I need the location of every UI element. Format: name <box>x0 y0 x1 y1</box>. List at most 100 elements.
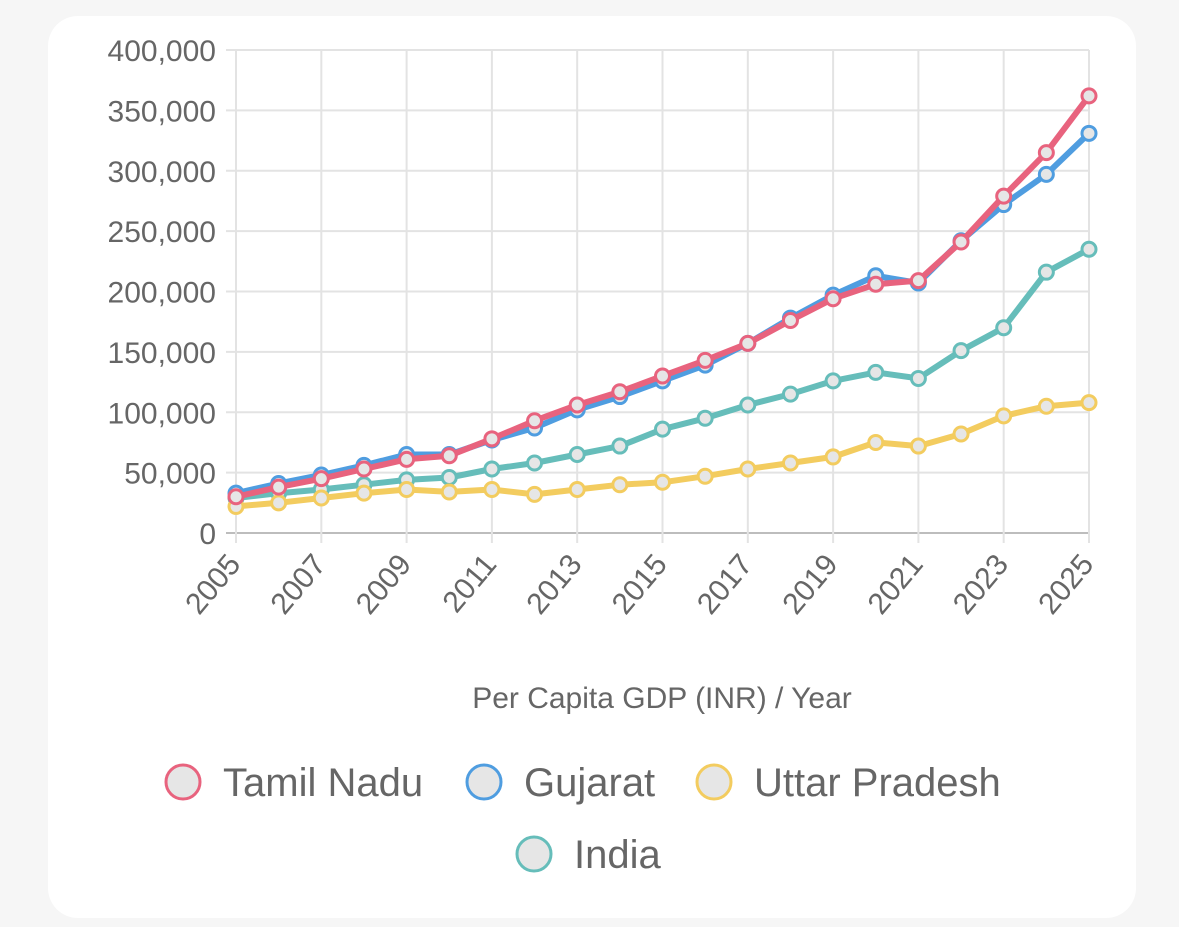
series-uttar-pradesh <box>227 394 1098 515</box>
x-tick-label: 2021 <box>862 548 930 620</box>
data-point[interactable] <box>654 473 671 491</box>
data-point[interactable] <box>1037 165 1055 183</box>
data-point[interactable] <box>781 385 799 403</box>
data-point[interactable] <box>654 420 671 438</box>
data-point[interactable] <box>568 481 586 499</box>
legend-item-india[interactable]: India <box>515 833 661 877</box>
data-point[interactable] <box>568 396 586 414</box>
data-point[interactable] <box>867 275 885 293</box>
x-axis-tick-labels: 2005 2007 2009 2011 2013 2015 2017 2019 2021 2023… <box>179 548 1100 620</box>
y-axis-tick-labels: 0 50,000 100,000 150,000 200,000 250,000 300,0… <box>108 35 216 551</box>
data-point[interactable] <box>611 383 629 401</box>
y-tick-label: 200,000 <box>108 277 216 310</box>
x-tick-label: 2005 <box>179 548 247 620</box>
x-tick-label: 2015 <box>606 548 674 620</box>
x-tick-label: 2013 <box>520 548 588 620</box>
series-lines <box>227 87 1098 515</box>
x-tick-label: 2011 <box>437 548 504 619</box>
x-tick-label: 2019 <box>776 548 844 620</box>
data-point[interactable] <box>952 425 970 443</box>
data-point[interactable] <box>611 437 629 455</box>
y-tick-label: 150,000 <box>108 337 216 370</box>
data-point[interactable] <box>270 478 288 496</box>
data-point[interactable] <box>1080 87 1098 105</box>
x-tick-label: 2007 <box>264 548 332 620</box>
data-point[interactable] <box>355 484 373 502</box>
y-tick-label: 0 <box>199 518 216 551</box>
chart-card: 0 50,000 100,000 150,000 200,000 250,000 300,0… <box>48 16 1136 918</box>
data-point[interactable] <box>696 351 714 369</box>
data-point[interactable] <box>611 476 629 494</box>
data-point[interactable] <box>440 468 458 486</box>
data-point[interactable] <box>995 407 1013 425</box>
data-point[interactable] <box>824 290 842 308</box>
legend-item-uttar-pradesh[interactable]: Uttar Pradesh <box>695 761 1001 805</box>
data-point[interactable] <box>355 460 373 478</box>
data-point[interactable] <box>909 369 927 387</box>
legend-marker-icon <box>695 763 733 801</box>
data-point[interactable] <box>696 467 714 485</box>
data-point[interactable] <box>952 233 970 251</box>
data-point[interactable] <box>696 409 714 427</box>
data-point[interactable] <box>909 437 927 455</box>
data-point[interactable] <box>1037 263 1055 281</box>
data-point[interactable] <box>995 187 1013 205</box>
data-point[interactable] <box>483 481 501 499</box>
y-tick-label: 300,000 <box>108 156 216 189</box>
data-point[interactable] <box>227 488 245 506</box>
data-point[interactable] <box>440 447 458 465</box>
legend-item-gujarat[interactable]: Gujarat <box>465 761 655 805</box>
y-tick-label: 350,000 <box>108 95 216 128</box>
series-tamil-nadu <box>227 87 1098 506</box>
legend: Tamil Nadu Gujarat Uttar Pradesh India <box>164 761 1001 877</box>
data-point[interactable] <box>398 450 416 468</box>
legend-label: Uttar Pradesh <box>754 761 1001 805</box>
data-point[interactable] <box>526 485 544 503</box>
data-point[interactable] <box>867 363 885 381</box>
data-point[interactable] <box>1080 394 1098 412</box>
data-point[interactable] <box>483 460 501 478</box>
data-point[interactable] <box>1080 240 1098 258</box>
data-point[interactable] <box>824 448 842 466</box>
data-point[interactable] <box>824 372 842 390</box>
data-point[interactable] <box>440 483 458 501</box>
data-point[interactable] <box>483 430 501 448</box>
y-tick-label: 250,000 <box>108 216 216 249</box>
legend-label: Tamil Nadu <box>223 761 423 805</box>
legend-marker-icon <box>515 835 553 873</box>
data-point[interactable] <box>270 494 288 512</box>
x-tick-label: 2009 <box>350 548 418 620</box>
data-point[interactable] <box>952 342 970 360</box>
data-point[interactable] <box>739 396 757 414</box>
data-point[interactable] <box>312 470 330 488</box>
data-point[interactable] <box>739 334 757 352</box>
legend-item-tamil-nadu[interactable]: Tamil Nadu <box>164 761 423 805</box>
data-point[interactable] <box>1037 144 1055 162</box>
data-point[interactable] <box>398 481 416 499</box>
data-point[interactable] <box>867 433 885 451</box>
data-point[interactable] <box>781 454 799 472</box>
x-tick-label: 2023 <box>947 548 1015 620</box>
data-point[interactable] <box>909 272 927 290</box>
data-point[interactable] <box>568 446 586 464</box>
data-point[interactable] <box>1037 397 1055 415</box>
x-axis-title: Per Capita GDP (INR) / Year <box>472 682 852 715</box>
legend-label: India <box>574 833 661 877</box>
x-tick-label: 2017 <box>691 548 759 620</box>
data-point[interactable] <box>995 319 1013 337</box>
y-tick-label: 100,000 <box>108 397 216 430</box>
legend-label: Gujarat <box>524 761 655 805</box>
y-tick-label: 400,000 <box>108 35 216 68</box>
data-point[interactable] <box>654 367 671 385</box>
data-point[interactable] <box>1080 124 1098 142</box>
data-point[interactable] <box>781 311 799 329</box>
x-tick-label: 2025 <box>1032 548 1100 620</box>
data-point[interactable] <box>526 412 544 430</box>
data-point[interactable] <box>739 460 757 478</box>
data-point[interactable] <box>526 454 544 472</box>
line-chart: 0 50,000 100,000 150,000 200,000 250,000 300,0… <box>108 35 1101 877</box>
data-point[interactable] <box>312 489 330 507</box>
y-tick-label: 50,000 <box>124 458 216 491</box>
legend-marker-icon <box>164 763 202 801</box>
legend-marker-icon <box>465 763 503 801</box>
